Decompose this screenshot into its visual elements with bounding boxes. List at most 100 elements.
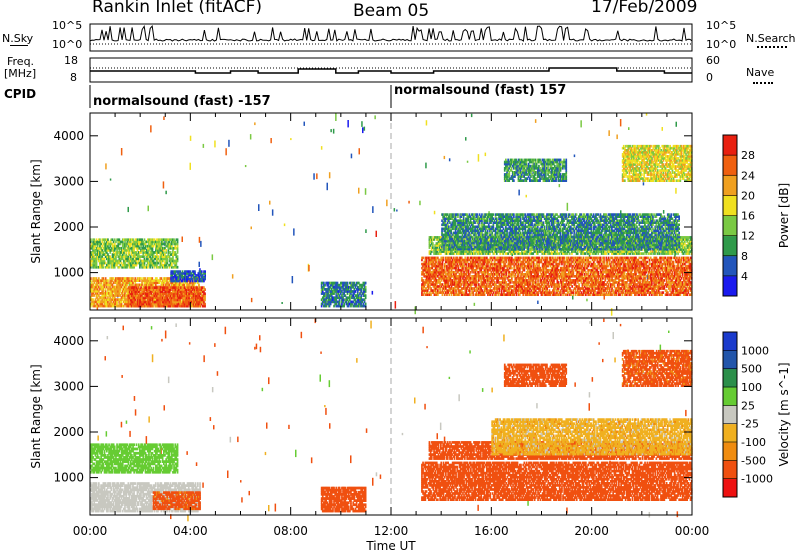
power-speckle (365, 188, 367, 195)
power-speckle (372, 206, 374, 213)
power-speckle (574, 155, 576, 158)
power-speckle (212, 254, 214, 260)
power-cell (204, 288, 206, 291)
power-speckle (359, 148, 361, 154)
power-speckle (203, 144, 205, 148)
power-speckle (567, 203, 569, 211)
power-speckle (376, 231, 378, 237)
power-speckle (128, 207, 130, 212)
power-speckle (199, 237, 201, 243)
power-speckle (537, 301, 539, 304)
freq-panel (90, 58, 692, 82)
nsky-panel (90, 24, 692, 51)
power-speckle (254, 122, 256, 125)
power-cell (198, 284, 200, 287)
power-speckle (347, 120, 349, 127)
power-speckle (293, 228, 295, 235)
power-speckle (329, 172, 331, 178)
power-speckle (316, 173, 318, 179)
power-speckle (251, 298, 253, 302)
power-speckle (361, 121, 363, 127)
cpid-panel (90, 85, 391, 108)
power-speckle (163, 181, 165, 188)
power-speckle (572, 296, 574, 300)
power-speckle (586, 299, 588, 302)
power-speckle (444, 156, 446, 159)
power-speckle (608, 130, 610, 136)
freq-frame (90, 58, 692, 82)
power-speckle (284, 224, 286, 227)
plot-canvas: 1000200030004000Slant Range [km] 4812162… (0, 0, 800, 554)
power-speckle (330, 129, 332, 132)
power-speckle (474, 303, 476, 306)
power-speckle (150, 125, 152, 132)
power-cell (107, 279, 109, 282)
power-speckle (364, 127, 366, 131)
power-cell (177, 255, 179, 258)
power-speckle (258, 204, 260, 211)
power-speckle (408, 201, 410, 204)
power-speckle (270, 138, 272, 143)
power-speckle (485, 153, 487, 157)
power-speckle (232, 274, 234, 278)
power-speckle (643, 182, 645, 185)
power-speckle (308, 265, 310, 271)
power-speckle (616, 135, 618, 140)
power-cell (107, 238, 109, 241)
power-speckle (467, 161, 469, 163)
radar-summary-plot: Rankin Inlet (fitACF) Beam 05 17/Feb/200… (0, 0, 800, 554)
power-speckle (292, 276, 294, 283)
power-speckle (478, 154, 480, 162)
power-speckle (559, 184, 561, 187)
power-speckle (662, 127, 664, 131)
power-speckle (269, 201, 271, 205)
power-speckle (449, 158, 451, 161)
power-speckle (121, 148, 123, 155)
power-speckle (245, 165, 247, 167)
power-speckle (200, 241, 202, 247)
power-speckle (228, 140, 230, 147)
power-speckle (580, 120, 582, 127)
power-speckle (148, 206, 150, 212)
power-speckle (362, 127, 364, 133)
power-speckle (214, 141, 216, 148)
power-speckle (250, 134, 252, 139)
power-cell (177, 238, 179, 241)
power-speckle (676, 122, 678, 127)
power-speckle (386, 200, 388, 207)
power-speckle (304, 122, 306, 126)
power-speckle (333, 129, 335, 134)
power-speckle (290, 138, 292, 140)
power-speckle (313, 173, 315, 179)
power-speckle (628, 127, 630, 130)
power-speckle (281, 302, 283, 304)
power-speckle (675, 188, 677, 194)
power-speckle (358, 188, 360, 194)
power-cell (99, 238, 101, 241)
power-cell (176, 286, 178, 289)
power-cell (204, 303, 206, 306)
nsky-line (90, 26, 692, 41)
power-speckle (374, 115, 376, 119)
power-cell (165, 249, 167, 252)
power-speckle (225, 148, 227, 155)
power-speckle (251, 227, 253, 230)
power-speckle (182, 237, 184, 243)
power-speckle (425, 163, 427, 169)
power-speckle (163, 116, 165, 120)
power-speckle (396, 210, 398, 212)
power-speckle (663, 210, 665, 214)
power-speckle (465, 137, 467, 141)
power-speckle (321, 146, 323, 150)
power-speckle (365, 229, 367, 233)
power-cell (144, 305, 146, 308)
power-speckle (518, 190, 520, 196)
power-speckle (434, 211, 436, 215)
power-speckle (110, 179, 112, 181)
power-speckle (327, 183, 329, 191)
power-speckle (372, 291, 374, 295)
power-speckle (165, 191, 167, 195)
power-speckle (620, 119, 622, 126)
power-speckle (105, 163, 107, 169)
